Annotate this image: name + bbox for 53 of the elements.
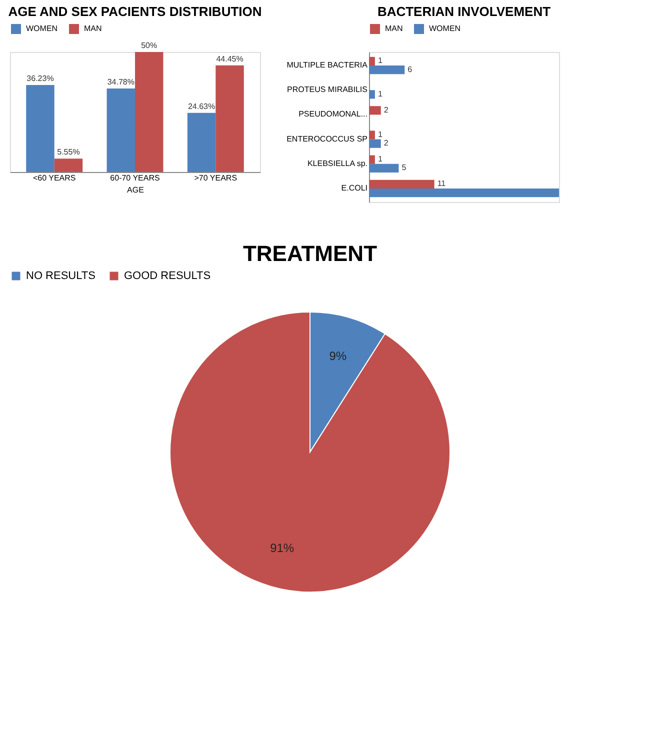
bar: [54, 158, 83, 172]
data-label: 5: [402, 163, 407, 172]
legend-label: MAN: [385, 24, 403, 33]
data-label: 1: [378, 89, 383, 98]
bar: [369, 56, 375, 66]
legend-label: WOMEN: [26, 24, 58, 33]
x-tick-label: 60-70 YEARS: [110, 174, 160, 182]
y-tick-label: PROTEUS MIRABILIS: [287, 85, 368, 94]
y-tick-label: E.COLI: [341, 183, 368, 192]
chart-title: BACTERIAN INVOLVEMENT: [377, 4, 551, 19]
data-label: 1: [378, 56, 383, 66]
bar: [369, 180, 434, 188]
legend-label: WOMEN: [429, 24, 461, 33]
data-label: 2: [384, 138, 389, 148]
pie-slice: [170, 312, 450, 592]
data-label: 2: [384, 105, 389, 114]
bar: [187, 112, 216, 172]
data-label: 1: [378, 154, 383, 164]
y-tick-label: MULTIPLE BACTERIA: [286, 60, 368, 70]
data-label: 44.45%: [216, 54, 244, 64]
data-label: 34.78%: [107, 78, 134, 87]
x-axis-title: AGE: [127, 186, 144, 194]
x-tick-label: <60 YEARS: [32, 174, 76, 182]
data-label: 5.55%: [57, 148, 80, 157]
bar: [135, 52, 164, 172]
data-label: 36.23%: [26, 74, 54, 84]
chart-title: AGE AND SEX PACIENTS DISTRIBUTION: [8, 4, 262, 19]
data-label: 1: [378, 130, 383, 139]
bar: [369, 139, 381, 148]
bar: [369, 164, 399, 172]
legend-label: GOOD RESULTS: [124, 270, 211, 282]
legend-label: NO RESULTS: [26, 270, 96, 282]
y-tick-label: KLEBSIELLA sp.: [307, 158, 368, 168]
bar: [369, 155, 375, 164]
bar: [216, 65, 244, 172]
data-label: 9%: [329, 348, 347, 363]
data-label: 50%: [141, 41, 158, 50]
chart-title: TREATMENT: [242, 241, 378, 266]
bar: [26, 85, 54, 172]
data-label: 6: [408, 64, 413, 74]
bar: [369, 188, 559, 198]
bar: [369, 130, 375, 140]
y-tick-label: PSEUDOMONAL...: [298, 110, 368, 119]
y-tick-label: ENTEROCOCCUS SP: [286, 134, 368, 144]
bar: [106, 88, 135, 172]
x-tick-label: >70 YEARS: [194, 174, 238, 182]
bar: [369, 90, 375, 99]
legend-label: MAN: [84, 24, 102, 33]
data-label: 91%: [270, 541, 294, 556]
bar: [369, 106, 381, 115]
data-label: 24.63%: [188, 102, 216, 111]
bar: [369, 66, 405, 74]
data-label: 11: [437, 179, 446, 188]
